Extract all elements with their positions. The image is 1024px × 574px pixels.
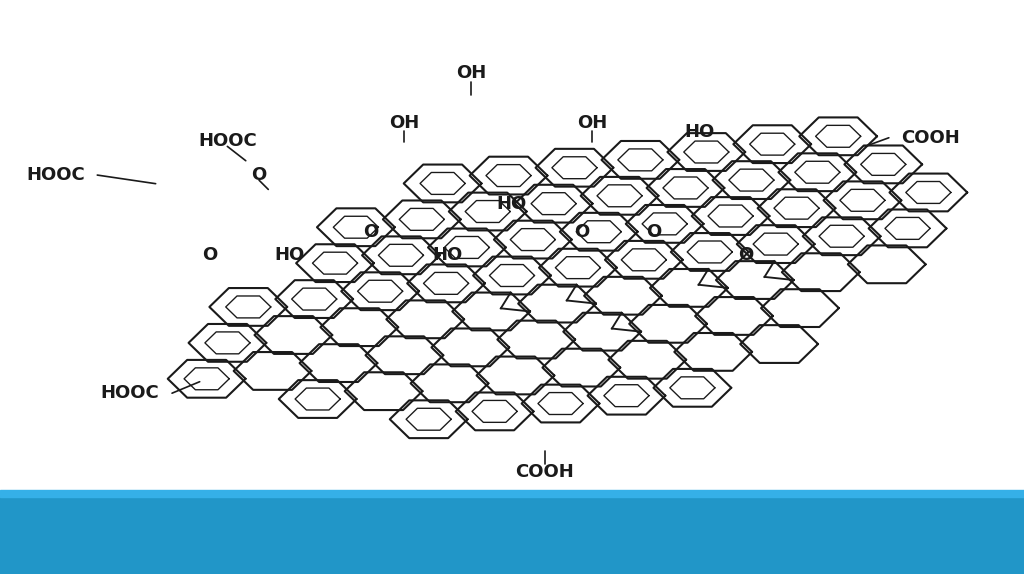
Text: HO: HO: [497, 195, 527, 213]
Text: COOH: COOH: [515, 463, 574, 481]
Text: O: O: [203, 246, 217, 265]
Bar: [0, 497, 1024, 574]
Text: HOOC: HOOC: [198, 131, 257, 150]
Text: O: O: [646, 223, 660, 242]
Text: HO: HO: [432, 246, 463, 265]
Text: O: O: [252, 166, 266, 184]
Text: O: O: [574, 223, 589, 242]
Text: OH: OH: [389, 114, 420, 133]
Text: HOOC: HOOC: [27, 166, 85, 184]
Text: OH: OH: [456, 64, 486, 83]
Text: O: O: [738, 246, 753, 265]
Text: HO: HO: [274, 246, 305, 265]
Text: OH: OH: [577, 114, 607, 133]
Bar: [0, 490, 1024, 497]
Text: O: O: [364, 223, 378, 242]
Text: HO: HO: [684, 123, 715, 141]
Text: COOH: COOH: [901, 129, 959, 147]
Text: HOOC: HOOC: [100, 384, 159, 402]
